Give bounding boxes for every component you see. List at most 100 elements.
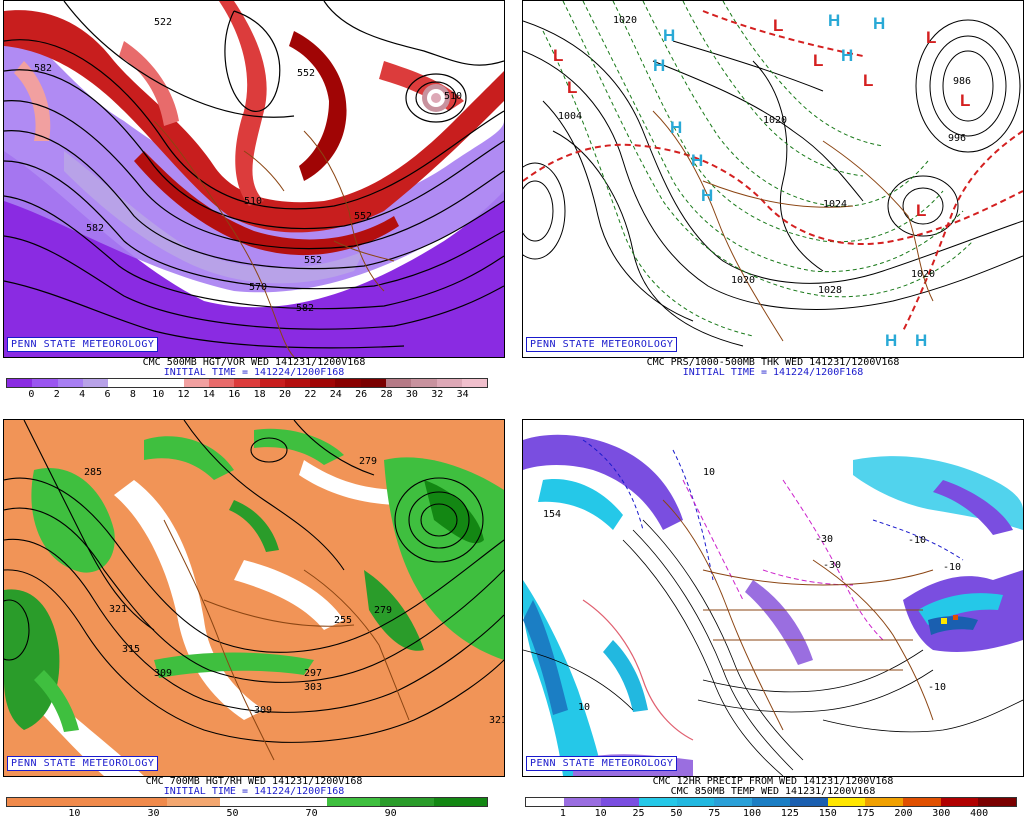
high-pressure-symbol: H	[670, 118, 682, 137]
contour-label: 279	[359, 456, 377, 467]
contour-label: 297	[304, 668, 322, 679]
contour-label: 582	[296, 303, 314, 314]
scale-swatch	[639, 798, 677, 806]
panel-caption-line1: CMC 700MB HGT/RH WED 141231/1200V168	[145, 776, 363, 787]
low-pressure-symbol: L	[773, 16, 783, 35]
scale-label: 200	[894, 808, 913, 819]
isobar-label: 986	[953, 76, 971, 87]
isobar-label: 1020	[731, 275, 755, 286]
isobar-label: 1020	[763, 115, 787, 126]
scale-label: 75	[708, 808, 721, 819]
pressure-map[interactable]: H H H H H H H H H H L L L L L L L L 1004…	[522, 0, 1024, 358]
contour-label: 582	[34, 63, 52, 74]
temperature-label: -10	[943, 562, 961, 573]
penn-state-badge: PENN STATE METEOROLOGY	[526, 756, 678, 771]
contour-label: 522	[154, 17, 172, 28]
contour-label: 510	[244, 196, 262, 207]
contour-label: 279	[374, 605, 392, 616]
precip-map-graphic: 154 10 -10 -10 -30 -30 10 -10	[523, 420, 1023, 776]
scale-swatch	[57, 379, 83, 387]
low-pressure-symbol: L	[553, 46, 563, 65]
scale-label: 100	[743, 808, 762, 819]
scale-swatch	[133, 379, 159, 387]
high-pressure-symbol: H	[873, 14, 885, 33]
scale-label: 0	[28, 389, 35, 400]
scale-swatch	[526, 798, 564, 806]
precip-map[interactable]: 154 10 -10 -10 -30 -30 10 -10	[522, 419, 1024, 777]
high-pressure-symbol: H	[841, 46, 853, 65]
contour-label: 552	[354, 211, 372, 222]
isobar-label: 1020	[911, 269, 935, 280]
scale-swatch	[209, 379, 235, 387]
scale-swatch	[183, 379, 210, 387]
isobar-label: 1004	[558, 111, 582, 122]
contour-label: 321	[489, 715, 504, 726]
low-pressure-symbol: L	[960, 91, 970, 110]
low-pressure-symbol: L	[916, 201, 926, 220]
humidity-map[interactable]: 285 279 321 315 309 309 297 303 255 279 …	[3, 419, 505, 777]
scale-label: 24	[329, 389, 342, 400]
temperature-label: -30	[815, 534, 833, 545]
contour-label: 309	[254, 705, 272, 716]
scale-swatch	[436, 379, 462, 387]
vorticity-map[interactable]: 522 552 582 570 552 582 510 510 552 582	[3, 0, 505, 358]
contour-label: 315	[122, 644, 140, 655]
scale-label: 50	[670, 808, 683, 819]
panel-caption-line2: INITIAL TIME = 141224/1200F168	[163, 367, 345, 378]
temperature-label: 154	[543, 509, 561, 520]
scale-swatch	[385, 379, 412, 387]
low-pressure-symbol: L	[813, 51, 823, 70]
scale-label: 28	[380, 389, 393, 400]
scale-label: 400	[970, 808, 989, 819]
scale-swatch	[234, 379, 260, 387]
scale-swatch	[273, 798, 327, 806]
scale-label: 10	[152, 389, 165, 400]
scale-swatch	[978, 798, 1016, 806]
contour-label: 510	[444, 91, 462, 102]
high-pressure-symbol: H	[653, 56, 665, 75]
scale-swatch	[865, 798, 903, 806]
scale-label: 30	[147, 808, 160, 819]
scale-swatch	[563, 798, 602, 806]
low-pressure-symbol: L	[567, 78, 577, 97]
scale-label: 6	[104, 389, 111, 400]
scale-label: 150	[818, 808, 837, 819]
panel-caption-line1: CMC 500MB HGT/VOR WED 141231/1200V168	[142, 357, 366, 368]
scale-swatch	[326, 798, 381, 806]
scale-label: 30	[405, 389, 418, 400]
scale-label: 34	[456, 389, 469, 400]
scale-label: 16	[228, 389, 241, 400]
high-pressure-symbol: H	[828, 11, 840, 30]
scale-swatch	[433, 798, 487, 806]
scale-label: 90	[384, 808, 397, 819]
penn-state-badge: PENN STATE METEOROLOGY	[7, 337, 159, 352]
contour-label: 321	[109, 604, 127, 615]
scale-label: 50	[226, 808, 239, 819]
contour-label: 570	[249, 282, 267, 293]
contour-label: 255	[334, 615, 352, 626]
temperature-label: 10	[578, 702, 590, 713]
scale-swatch	[461, 379, 488, 387]
scale-swatch	[335, 379, 361, 387]
scale-swatch	[158, 379, 184, 387]
panel-precip-850mb-temp: 154 10 -10 -10 -30 -30 10 -10 PENN STATE…	[522, 419, 1024, 823]
penn-state-badge: PENN STATE METEOROLOGY	[526, 337, 678, 352]
scale-swatch	[827, 798, 866, 806]
panel-caption-line2: CMC 850MB TEMP WED 141231/1200V168	[670, 786, 876, 797]
contour-label: 309	[154, 668, 172, 679]
scale-label: 4	[79, 389, 86, 400]
contour-label: 552	[304, 255, 322, 266]
panel-caption-line2: INITIAL TIME = 141224/1200F168	[682, 367, 864, 378]
scale-swatch	[380, 798, 434, 806]
scale-swatch	[360, 379, 386, 387]
scale-swatch	[310, 379, 336, 387]
scale-label: 14	[202, 389, 215, 400]
scale-swatch	[714, 798, 753, 806]
scale-label: 2	[53, 389, 60, 400]
scale-label: 12	[177, 389, 190, 400]
scale-label: 32	[431, 389, 444, 400]
scale-swatch	[108, 379, 134, 387]
scale-swatch	[60, 798, 114, 806]
contour-label: 303	[304, 682, 322, 693]
panel-500mb-hgt-vor: 522 552 582 570 552 582 510 510 552 582 …	[3, 0, 505, 404]
